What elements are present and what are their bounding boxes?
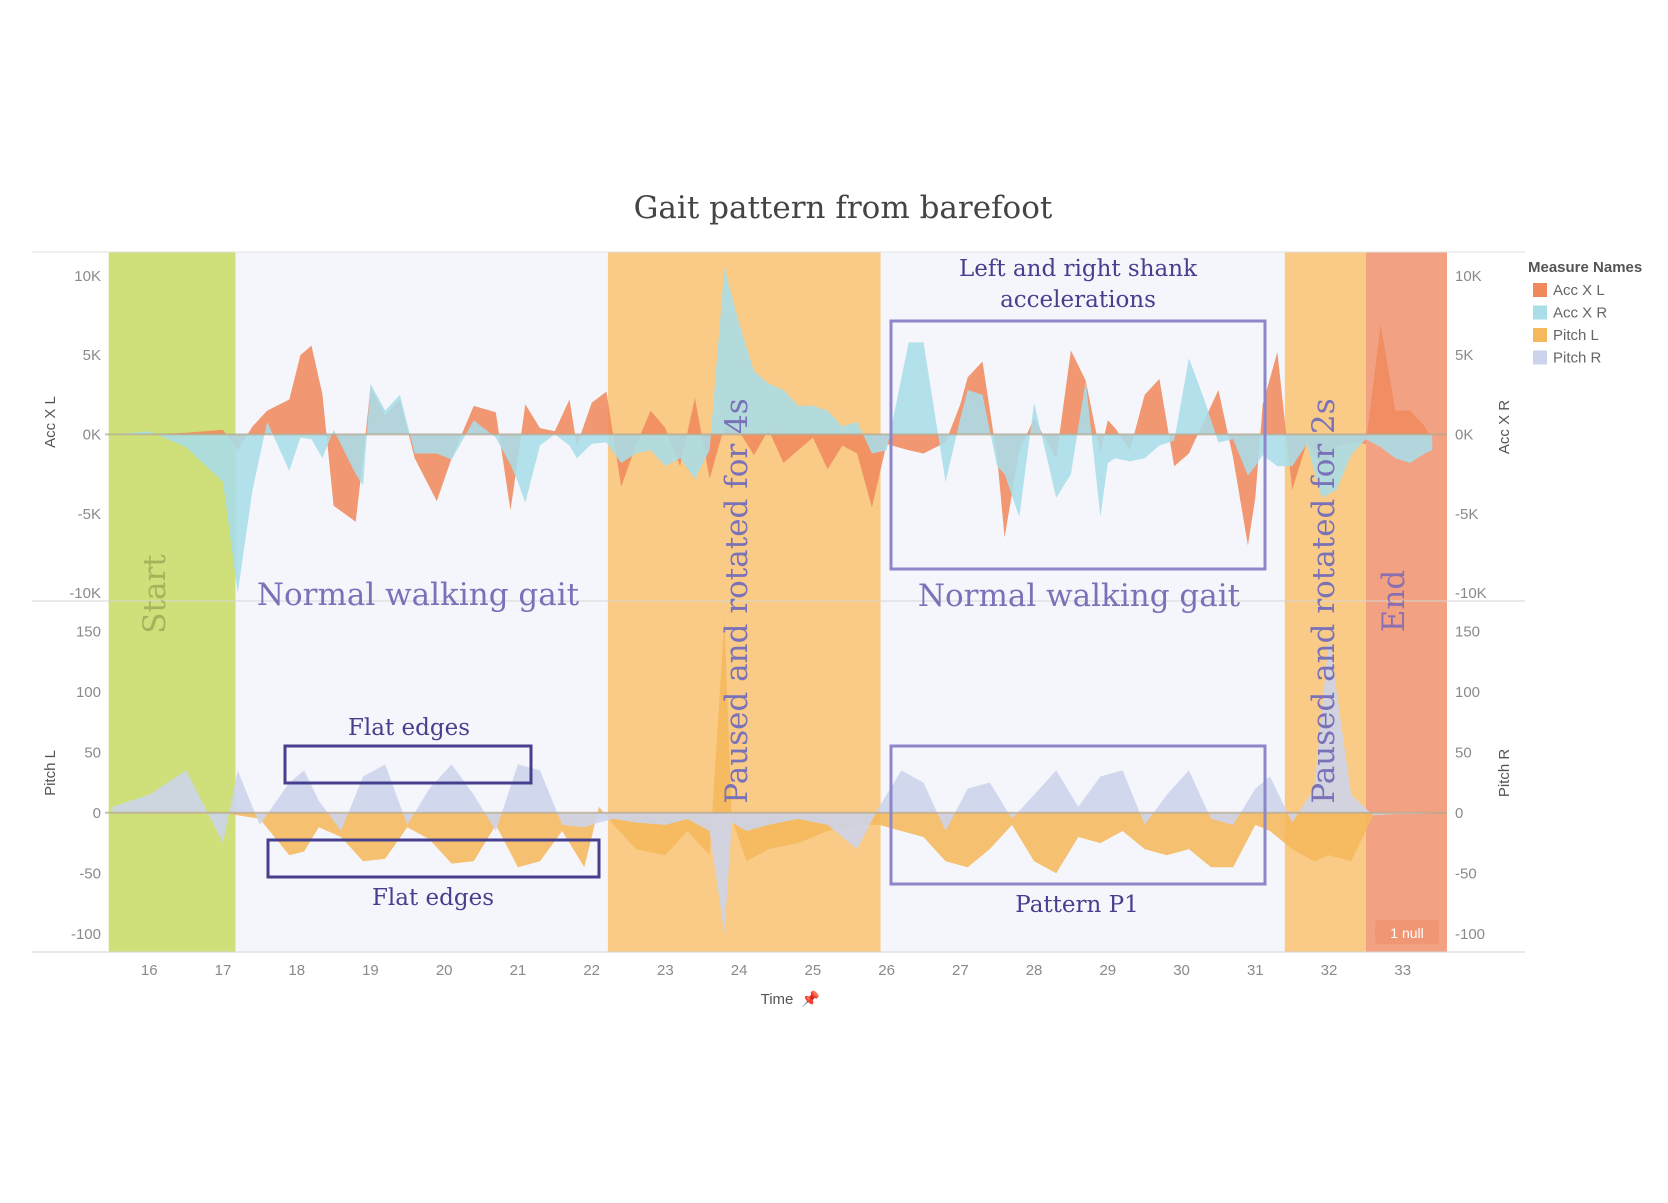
x-tick-32: 32 bbox=[1321, 962, 1338, 979]
left-tick-pitch-4: -50 bbox=[79, 865, 101, 882]
legend-entry-1: Acc X R bbox=[1553, 305, 1607, 322]
left-tick-acceleration-4: -10K bbox=[69, 585, 101, 602]
chart-title: Gait pattern from barefoot bbox=[634, 190, 1053, 226]
phase-band-0 bbox=[108, 252, 236, 952]
legend-entry-3: Pitch R bbox=[1553, 350, 1602, 367]
legend-title: Measure Names bbox=[1528, 259, 1642, 276]
phase-label-4: Paused and rotated for 2s bbox=[1306, 398, 1342, 803]
left-tick-acceleration-3: -5K bbox=[78, 506, 101, 523]
x-tick-19: 19 bbox=[362, 962, 379, 979]
series-area-pitch-r bbox=[112, 637, 1433, 934]
phase-label-0: Start bbox=[137, 554, 173, 634]
left-tick-pitch-3: 0 bbox=[93, 805, 101, 822]
right-tick-acceleration-4: -10K bbox=[1455, 585, 1487, 602]
acc-annotation-line-2: accelerations bbox=[1000, 287, 1156, 313]
x-tick-27: 27 bbox=[952, 962, 969, 979]
phase-label-3: Normal walking gait bbox=[918, 578, 1241, 614]
x-tick-17: 17 bbox=[215, 962, 232, 979]
left-tick-pitch-1: 100 bbox=[76, 684, 101, 701]
acc-annotation-line-1: Left and right shank bbox=[959, 256, 1198, 282]
right-tick-pitch-5: -100 bbox=[1455, 926, 1485, 943]
series-area-acc-x-r bbox=[112, 267, 1433, 594]
pattern-p1-box bbox=[889, 744, 1267, 886]
x-tick-20: 20 bbox=[436, 962, 453, 979]
pitch-left-axis-label: Pitch L bbox=[42, 750, 59, 796]
x-tick-33: 33 bbox=[1394, 962, 1411, 979]
acc-annotation-box bbox=[889, 319, 1267, 571]
x-tick-16: 16 bbox=[141, 962, 158, 979]
x-tick-30: 30 bbox=[1173, 962, 1190, 979]
x-tick-25: 25 bbox=[805, 962, 822, 979]
right-tick-pitch-1: 100 bbox=[1455, 684, 1480, 701]
null-indicator[interactable]: 1 null bbox=[1375, 920, 1439, 944]
phase-label-2: Paused and rotated for 4s bbox=[719, 398, 755, 803]
right-tick-acceleration-2: 0K bbox=[1455, 426, 1473, 443]
x-tick-23: 23 bbox=[657, 962, 674, 979]
phase-labels: Start Normal walking gait Paused and rotat… bbox=[137, 398, 1412, 803]
legend-swatch-1 bbox=[1533, 305, 1547, 320]
legend-entry-2: Pitch L bbox=[1553, 327, 1599, 344]
x-tick-31: 31 bbox=[1247, 962, 1264, 979]
right-tick-pitch-0: 150 bbox=[1455, 623, 1480, 640]
x-tick-24: 24 bbox=[731, 962, 748, 979]
x-tick-26: 26 bbox=[878, 962, 895, 979]
phase-label-5: End bbox=[1376, 570, 1412, 632]
x-axis-pin-icon[interactable]: 📌 bbox=[801, 989, 820, 1008]
zero-lines bbox=[105, 433, 1447, 814]
legend-swatch-2 bbox=[1533, 328, 1547, 342]
annotation-boxes bbox=[266, 319, 1267, 886]
phase-label-1: Normal walking gait bbox=[257, 577, 580, 613]
x-tick-21: 21 bbox=[510, 962, 527, 979]
right-tick-acceleration-1: 5K bbox=[1455, 347, 1473, 364]
right-tick-acceleration-0: 10K bbox=[1455, 268, 1482, 285]
flat-edges-top-label: Flat edges bbox=[348, 715, 470, 741]
flat-edges-bottom-label: Flat edges bbox=[372, 885, 494, 911]
right-tick-acceleration-3: -5K bbox=[1455, 506, 1478, 523]
legend-entry-0: Acc X L bbox=[1553, 282, 1605, 299]
legend-swatch-3 bbox=[1533, 350, 1547, 365]
right-tick-pitch-2: 50 bbox=[1455, 744, 1472, 761]
x-tick-22: 22 bbox=[583, 962, 600, 979]
left-tick-acceleration-2: 0K bbox=[83, 426, 101, 443]
x-tick-18: 18 bbox=[288, 962, 305, 979]
right-tick-pitch-3: 0 bbox=[1455, 805, 1463, 822]
flat-edges-bottom-box bbox=[266, 838, 601, 879]
left-tick-pitch-0: 150 bbox=[76, 623, 101, 640]
axes: 16 17 18 19 20 21 22 23 24 25 26 27 28 29 30 31 32 33 10K 1… bbox=[69, 268, 1486, 979]
left-tick-acceleration-0: 10K bbox=[74, 268, 101, 285]
left-tick-pitch-2: 50 bbox=[84, 744, 101, 761]
svg-text:1 null: 1 null bbox=[1390, 925, 1423, 941]
left-tick-acceleration-1: 5K bbox=[83, 347, 101, 364]
x-tick-29: 29 bbox=[1099, 962, 1116, 979]
right-tick-pitch-4: -50 bbox=[1455, 865, 1477, 882]
x-tick-28: 28 bbox=[1026, 962, 1043, 979]
acc-left-axis-label: Acc X L bbox=[42, 396, 59, 448]
left-tick-pitch-5: -100 bbox=[71, 926, 101, 943]
legend-swatch-0 bbox=[1533, 283, 1547, 297]
legend: Measure Names Acc X L Acc X R Pitch L Pitch… bbox=[1528, 259, 1642, 367]
panel-dividers bbox=[32, 251, 1525, 953]
flat-edges-top-box bbox=[283, 744, 533, 785]
acc-right-axis-label: Acc X R bbox=[1496, 400, 1513, 454]
pitch-right-axis-label: Pitch R bbox=[1496, 749, 1513, 798]
pattern-p1-label: Pattern P1 bbox=[1015, 892, 1138, 918]
x-axis-label: Time bbox=[761, 991, 794, 1008]
